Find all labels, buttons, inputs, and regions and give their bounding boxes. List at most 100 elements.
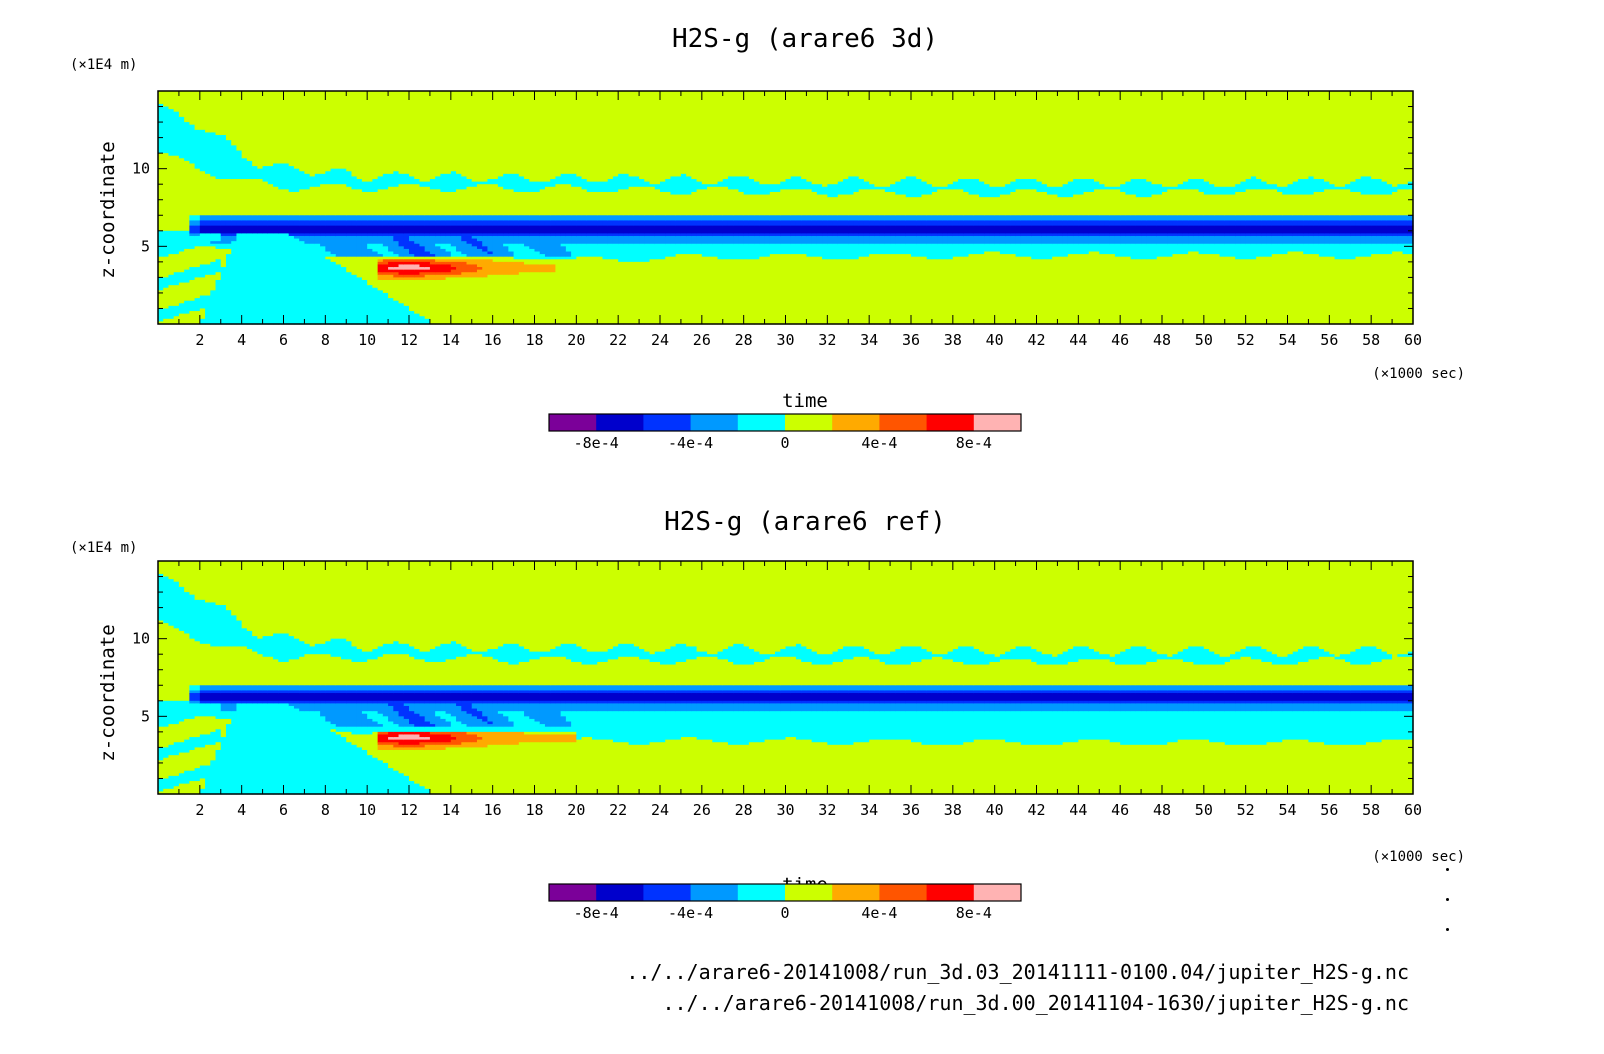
heatmap-cell [722, 659, 729, 686]
heatmap-cell [476, 241, 483, 250]
heatmap-cell [471, 225, 478, 234]
heatmap-cell [1365, 225, 1372, 234]
heatmap-cell [529, 259, 536, 266]
x-tick-label: 8 [321, 331, 330, 349]
heatmap-cell [492, 261, 499, 276]
heatmap-cell [858, 179, 865, 190]
heatmap-cell [1266, 225, 1273, 234]
heatmap-cell [273, 561, 279, 635]
heatmap-cell [680, 561, 687, 645]
heatmap-cell [1046, 235, 1053, 245]
heatmap-cell [450, 641, 457, 660]
heatmap-cell [529, 181, 536, 193]
heatmap-cell [1339, 259, 1346, 325]
heatmap-cell [1318, 256, 1325, 325]
heatmap-cell [1371, 235, 1377, 245]
heatmap-cell [795, 225, 802, 234]
heatmap-cell [769, 215, 776, 222]
heatmap-cell [220, 646, 227, 686]
heatmap-cell [1005, 561, 1011, 653]
heatmap-cell [461, 233, 468, 242]
heatmap-cell [361, 235, 368, 258]
heatmap-cell [853, 685, 860, 692]
heatmap-cell [304, 700, 311, 704]
heatmap-cell [1193, 235, 1200, 245]
heatmap-cell [440, 685, 447, 692]
heatmap-cell [1224, 690, 1231, 694]
heatmap-cell [869, 243, 875, 255]
heatmap-cell [952, 181, 959, 190]
heatmap-cell [215, 272, 222, 281]
heatmap-cell [639, 261, 645, 325]
heatmap-cell [863, 703, 870, 712]
heatmap-cell [1125, 690, 1132, 694]
heatmap-cell [1078, 659, 1085, 686]
heatmap-cell [712, 91, 719, 185]
heatmap-cell [675, 233, 682, 237]
heatmap-cell [168, 91, 175, 110]
heatmap-cell [1219, 561, 1226, 658]
heatmap-cell [1162, 91, 1168, 188]
heatmap-cell [398, 261, 405, 266]
heatmap-cell [822, 654, 828, 666]
heatmap-cell [675, 711, 682, 741]
heatmap-cell [843, 225, 849, 234]
heatmap-cell [424, 318, 431, 325]
heatmap-cell [592, 225, 598, 234]
heatmap-cell [1397, 215, 1404, 222]
heatmap-cell [1402, 243, 1409, 255]
heatmap-cell [189, 693, 196, 702]
heatmap-cell [335, 256, 342, 266]
heatmap-cell [414, 269, 421, 276]
heatmap-cell [529, 685, 536, 692]
heatmap-cell [393, 693, 400, 702]
heatmap-cell [754, 235, 760, 245]
heatmap-cell [707, 233, 713, 237]
heatmap-cell [487, 225, 494, 234]
heatmap-cell [581, 220, 588, 227]
heatmap-cell [654, 215, 661, 222]
heatmap-cell [963, 235, 970, 245]
heatmap-cell [1026, 91, 1032, 180]
heatmap-cell [727, 646, 734, 663]
heatmap-cell [299, 703, 306, 712]
heatmap-cell [456, 643, 462, 658]
heatmap-cell [288, 685, 295, 692]
heatmap-cell [1182, 703, 1189, 712]
heatmap-cell [863, 256, 870, 325]
heatmap-cell [811, 184, 818, 193]
heatmap-cell [257, 91, 264, 170]
heatmap-cell [456, 561, 462, 645]
heatmap-cell [262, 166, 269, 183]
heatmap-cell [738, 693, 745, 702]
heatmap-cell [680, 215, 687, 222]
heatmap-cell [1214, 690, 1221, 694]
heatmap-cell [1073, 693, 1079, 702]
heatmap-cell [1214, 91, 1221, 188]
heatmap-cell [952, 693, 959, 702]
heatmap-cell [1135, 225, 1142, 234]
heatmap-cell [163, 308, 170, 320]
heatmap-cell [775, 243, 781, 255]
heatmap-cell [816, 220, 823, 227]
heatmap-cell [314, 225, 321, 234]
heatmap-cell [623, 693, 630, 702]
heatmap-cell [628, 643, 635, 658]
heatmap-cell [1277, 235, 1283, 245]
heatmap-cell [361, 215, 368, 222]
heatmap-cell [759, 184, 766, 196]
heatmap-cell [973, 235, 980, 245]
heatmap-cell [712, 184, 719, 188]
heatmap-cell [314, 711, 321, 795]
heatmap-cell [900, 179, 907, 196]
heatmap-cell [722, 700, 729, 704]
heatmap-cell [649, 561, 656, 655]
heatmap-cell [236, 690, 243, 694]
heatmap-cell [503, 261, 509, 276]
heatmap-cell [801, 685, 808, 692]
heatmap-cell [487, 235, 494, 253]
heatmap-cell [424, 721, 431, 728]
heatmap-cell [806, 690, 813, 694]
heatmap-cell [696, 181, 703, 190]
heatmap-cell [1182, 233, 1189, 237]
